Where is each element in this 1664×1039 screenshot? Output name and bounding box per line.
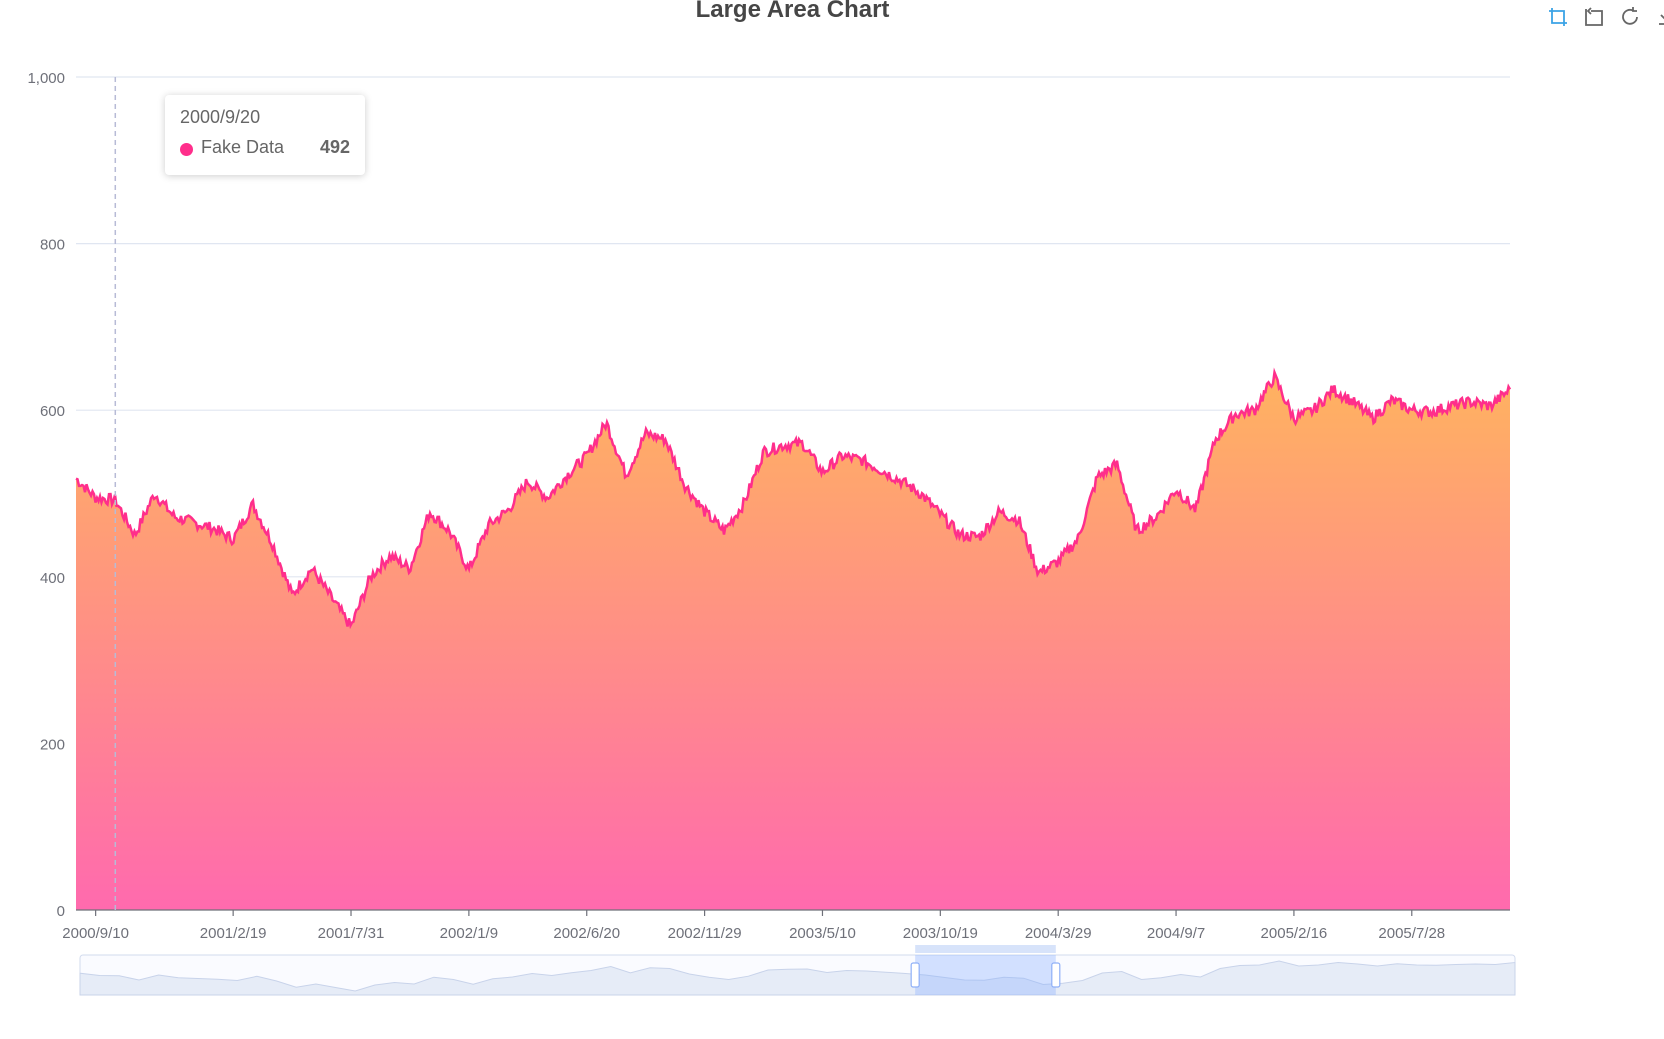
zoom-icon[interactable] xyxy=(1545,4,1571,30)
area-fill xyxy=(76,372,1510,910)
restore-icon[interactable] xyxy=(1617,4,1643,30)
x-tick-label: 2000/9/10 xyxy=(62,925,129,942)
y-tick-label: 400 xyxy=(40,570,65,587)
series-line xyxy=(75,367,1512,630)
x-tick-label: 2003/10/19 xyxy=(903,925,978,942)
save-image-icon[interactable] xyxy=(1653,4,1664,30)
x-tick-label: 2005/7/28 xyxy=(1378,925,1445,942)
zoom-selection[interactable] xyxy=(915,955,1056,995)
x-tick-label: 2001/7/31 xyxy=(318,925,385,942)
x-tick-label: 2004/3/29 xyxy=(1025,925,1092,942)
x-tick-label: 2002/11/29 xyxy=(668,925,742,942)
toolbox xyxy=(1545,4,1664,30)
data-zoom-slider xyxy=(79,945,1516,996)
y-tick-label: 200 xyxy=(40,736,65,753)
x-tick-label: 2002/1/9 xyxy=(440,925,498,942)
zoom-handle[interactable] xyxy=(1051,962,1061,988)
x-tick-label: 2005/2/16 xyxy=(1261,925,1328,942)
tooltip: 2000/9/20 Fake Data 492 xyxy=(165,95,365,175)
zoom-handle[interactable] xyxy=(910,962,920,988)
zoom-move-handle xyxy=(915,945,1056,953)
y-tick-label: 600 xyxy=(40,403,65,420)
y-axis: 0 200 400 600 800 1,000 xyxy=(27,70,65,920)
tooltip-marker xyxy=(180,143,193,156)
x-tick-label: 2004/9/7 xyxy=(1147,925,1205,942)
x-tick-label: 2003/5/10 xyxy=(789,925,856,942)
y-tick-label: 1,000 xyxy=(27,70,65,87)
tooltip-value: 492 xyxy=(319,137,350,157)
x-axis: 2000/9/10 2001/2/19 2001/7/31 2002/1/9 2002/… xyxy=(62,909,1510,942)
x-tick-label: 2002/6/20 xyxy=(553,925,620,942)
tooltip-series-name: Fake Data xyxy=(201,137,285,157)
zoom-preview xyxy=(79,960,1516,996)
zoom-reset-icon[interactable] xyxy=(1581,4,1607,30)
x-tick-label: 2001/2/19 xyxy=(200,925,267,942)
y-tick-label: 800 xyxy=(40,237,65,254)
tooltip-date: 2000/9/20 xyxy=(180,107,261,127)
chart-title: Large Area Chart xyxy=(695,0,890,23)
y-tick-label: 0 xyxy=(57,903,65,920)
